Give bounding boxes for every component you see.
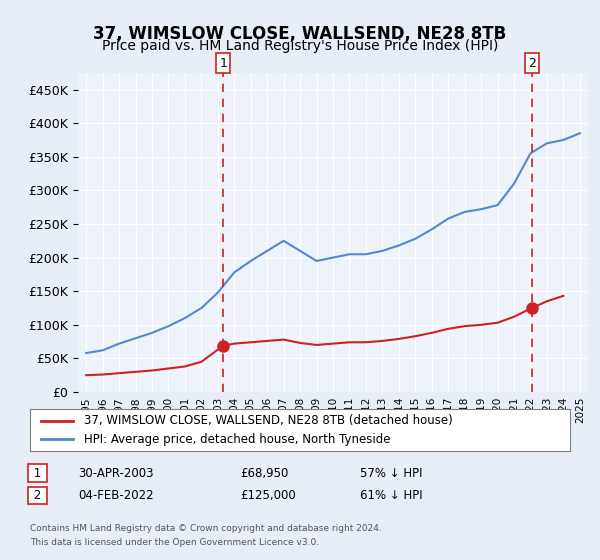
Text: 57% ↓ HPI: 57% ↓ HPI — [360, 466, 422, 480]
Text: 30-APR-2003: 30-APR-2003 — [78, 466, 154, 480]
Text: Price paid vs. HM Land Registry's House Price Index (HPI): Price paid vs. HM Land Registry's House … — [102, 39, 498, 53]
Text: HPI: Average price, detached house, North Tyneside: HPI: Average price, detached house, Nort… — [84, 432, 391, 446]
Text: 1: 1 — [30, 466, 45, 480]
Text: 2: 2 — [528, 57, 536, 69]
Text: 37, WIMSLOW CLOSE, WALLSEND, NE28 8TB: 37, WIMSLOW CLOSE, WALLSEND, NE28 8TB — [94, 25, 506, 43]
Text: £68,950: £68,950 — [240, 466, 289, 480]
Text: This data is licensed under the Open Government Licence v3.0.: This data is licensed under the Open Gov… — [30, 538, 319, 547]
Text: Contains HM Land Registry data © Crown copyright and database right 2024.: Contains HM Land Registry data © Crown c… — [30, 524, 382, 533]
Text: 2: 2 — [30, 489, 45, 502]
Text: £125,000: £125,000 — [240, 489, 296, 502]
Text: 37, WIMSLOW CLOSE, WALLSEND, NE28 8TB (detached house): 37, WIMSLOW CLOSE, WALLSEND, NE28 8TB (d… — [84, 414, 453, 427]
Text: 04-FEB-2022: 04-FEB-2022 — [78, 489, 154, 502]
Text: 1: 1 — [220, 57, 227, 69]
Text: 61% ↓ HPI: 61% ↓ HPI — [360, 489, 422, 502]
